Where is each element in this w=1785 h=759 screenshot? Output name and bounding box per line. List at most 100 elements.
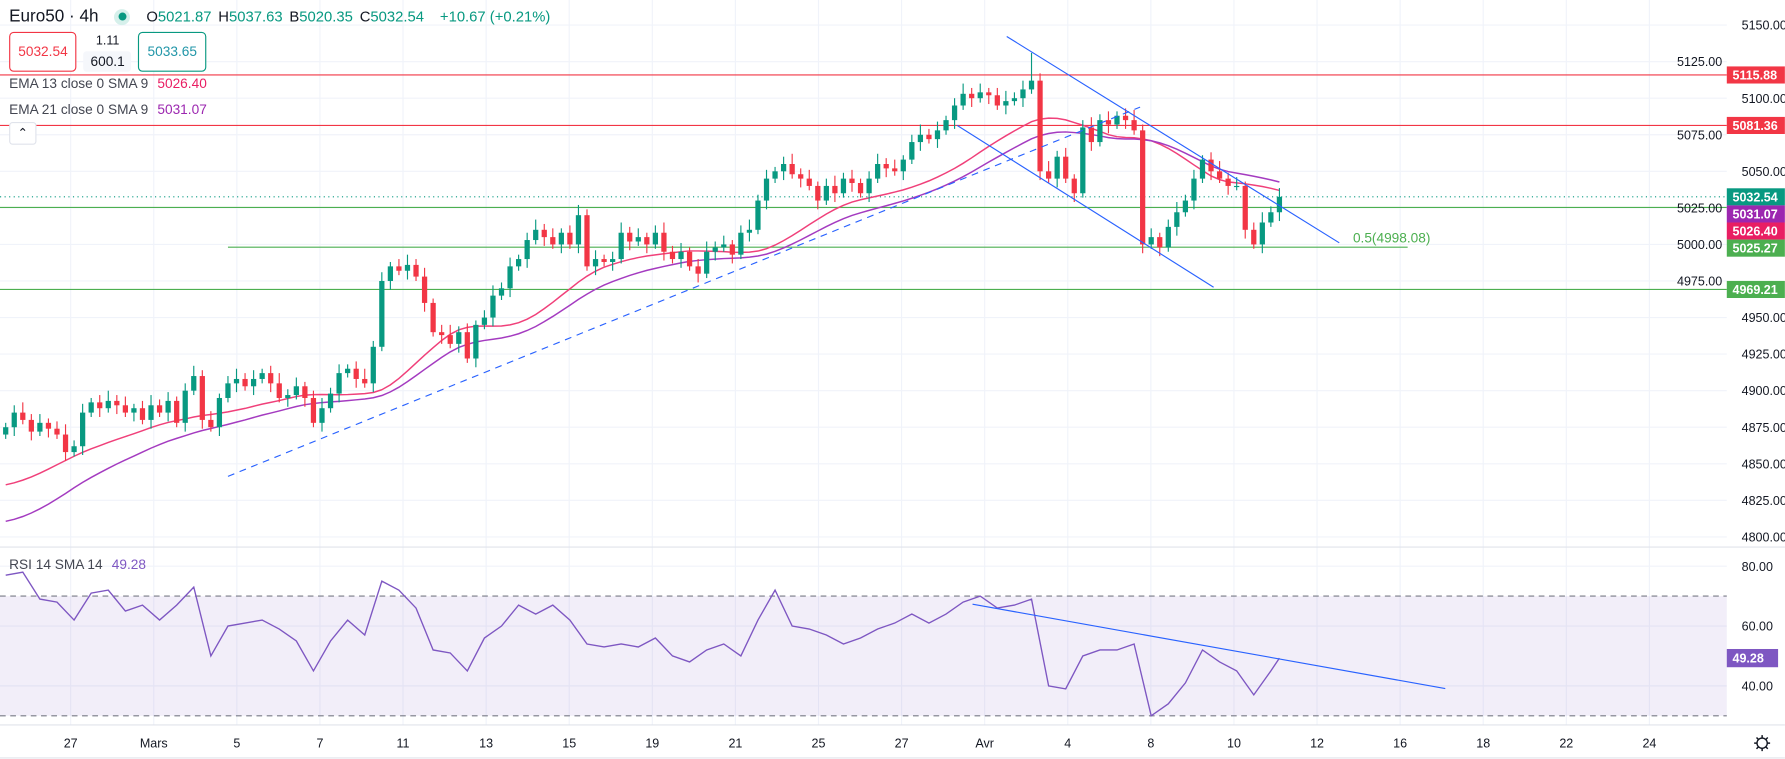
- indicator-ema21[interactable]: EMA 21 close 0 SMA 9 5031.07: [9, 101, 207, 117]
- candle-body: [259, 373, 265, 379]
- candle-body: [353, 368, 359, 379]
- price-tick-label: 5000.00: [1677, 238, 1722, 252]
- candle-body: [1216, 171, 1223, 179]
- candle-body: [618, 232, 624, 260]
- candle-body: [216, 397, 223, 428]
- date-tick-label: 27: [64, 737, 78, 751]
- candle: [498, 282, 505, 300]
- gear-icon-ring: [1756, 737, 1768, 749]
- symbol-title[interactable]: Euro50 · 4h: [9, 6, 99, 27]
- candle: [131, 403, 137, 422]
- date-tick-label: 27: [895, 737, 909, 751]
- date-tick-label: 4: [1064, 737, 1071, 751]
- candle-body: [225, 383, 231, 398]
- candle-body: [772, 171, 778, 179]
- candle-body: [199, 376, 205, 420]
- candle-body: [892, 168, 898, 172]
- price-tick-label: 5125.00: [1677, 55, 1722, 69]
- candle: [1199, 155, 1206, 184]
- date-tick-label: 5: [233, 737, 240, 751]
- candle-body: [934, 130, 941, 140]
- candle: [413, 259, 419, 281]
- candle: [430, 298, 436, 337]
- candle-body: [1225, 178, 1231, 186]
- candle-body: [1199, 159, 1206, 179]
- indicator-value: 5026.40: [157, 75, 207, 92]
- candle: [319, 397, 325, 432]
- candle: [439, 324, 445, 344]
- candle-body: [969, 93, 975, 99]
- candle: [242, 373, 248, 391]
- candle-body: [1174, 212, 1180, 227]
- candle-body: [909, 142, 915, 160]
- candle: [216, 393, 223, 436]
- date-tick-label: 12: [1310, 737, 1324, 751]
- price-tick-label: 5075.00: [1677, 128, 1722, 142]
- candle: [772, 166, 778, 184]
- candle: [627, 226, 633, 251]
- collapse-legend-button[interactable]: ⌃: [9, 121, 37, 145]
- candle: [387, 261, 394, 290]
- candle-body: [986, 92, 992, 96]
- rsi-legend[interactable]: RSI 14 SMA 14 49.28: [9, 556, 146, 572]
- candle: [1097, 114, 1103, 147]
- candle: [28, 414, 34, 441]
- candle-body: [815, 185, 821, 201]
- level-price-tag-bg: [1726, 239, 1785, 257]
- sell-button[interactable]: 5032.54: [9, 31, 77, 72]
- gear-icon[interactable]: [1754, 735, 1771, 752]
- price-tick-label: 5150.00: [1742, 19, 1785, 33]
- price-tick-label: 4975.00: [1677, 275, 1722, 289]
- candle: [567, 225, 573, 249]
- candle-body: [1148, 237, 1154, 245]
- fib-level-label: 0.5(4998.08): [1353, 231, 1430, 246]
- candle: [695, 259, 701, 283]
- ema21-price-tag: 5031.07: [1726, 205, 1785, 223]
- market-status-icon: [114, 8, 131, 25]
- candle: [610, 251, 616, 271]
- candle-body: [1242, 185, 1248, 230]
- candle-body: [763, 178, 770, 201]
- candle: [1105, 111, 1112, 134]
- candle: [1276, 188, 1283, 222]
- candle: [960, 83, 966, 110]
- gear-icon-tooth: [1765, 736, 1769, 741]
- candle: [515, 254, 522, 271]
- candle: [900, 155, 906, 181]
- candle: [1182, 194, 1189, 217]
- date-tick-label: 15: [562, 737, 576, 751]
- candle-body: [379, 280, 385, 347]
- candle: [712, 241, 718, 261]
- candle-body: [490, 295, 496, 318]
- candle: [524, 232, 530, 268]
- ohlc-value-o: 5021.87: [157, 7, 212, 26]
- date-tick-label: 11: [397, 737, 410, 751]
- date-tick-label: 16: [1393, 737, 1407, 751]
- indicator-ema13[interactable]: EMA 13 close 0 SMA 9 5026.40: [9, 75, 207, 91]
- candle: [336, 364, 342, 403]
- candle: [259, 368, 265, 384]
- candle: [1071, 174, 1077, 203]
- candle: [635, 228, 641, 246]
- candle: [1054, 150, 1060, 188]
- candle: [806, 169, 812, 191]
- rsi-band-fill: [0, 596, 1727, 716]
- candle: [986, 87, 992, 105]
- candle-body: [780, 164, 787, 172]
- candle-body: [208, 419, 214, 428]
- quantity-input[interactable]: 600.1: [83, 50, 132, 72]
- level-price-tag-bg: [1726, 116, 1785, 135]
- date-tick-label: 8: [1147, 737, 1154, 751]
- buy-button[interactable]: 5033.65: [138, 31, 207, 72]
- candle: [746, 219, 753, 242]
- candle: [533, 219, 539, 245]
- candle: [849, 169, 855, 192]
- candle: [815, 181, 821, 210]
- candle-body: [789, 164, 795, 175]
- indicator-label: EMA 21 close 0 SMA 9: [9, 101, 149, 118]
- candle-body: [498, 288, 505, 296]
- candle-body: [233, 378, 240, 384]
- candle: [105, 390, 111, 413]
- channel-line: [956, 124, 1214, 288]
